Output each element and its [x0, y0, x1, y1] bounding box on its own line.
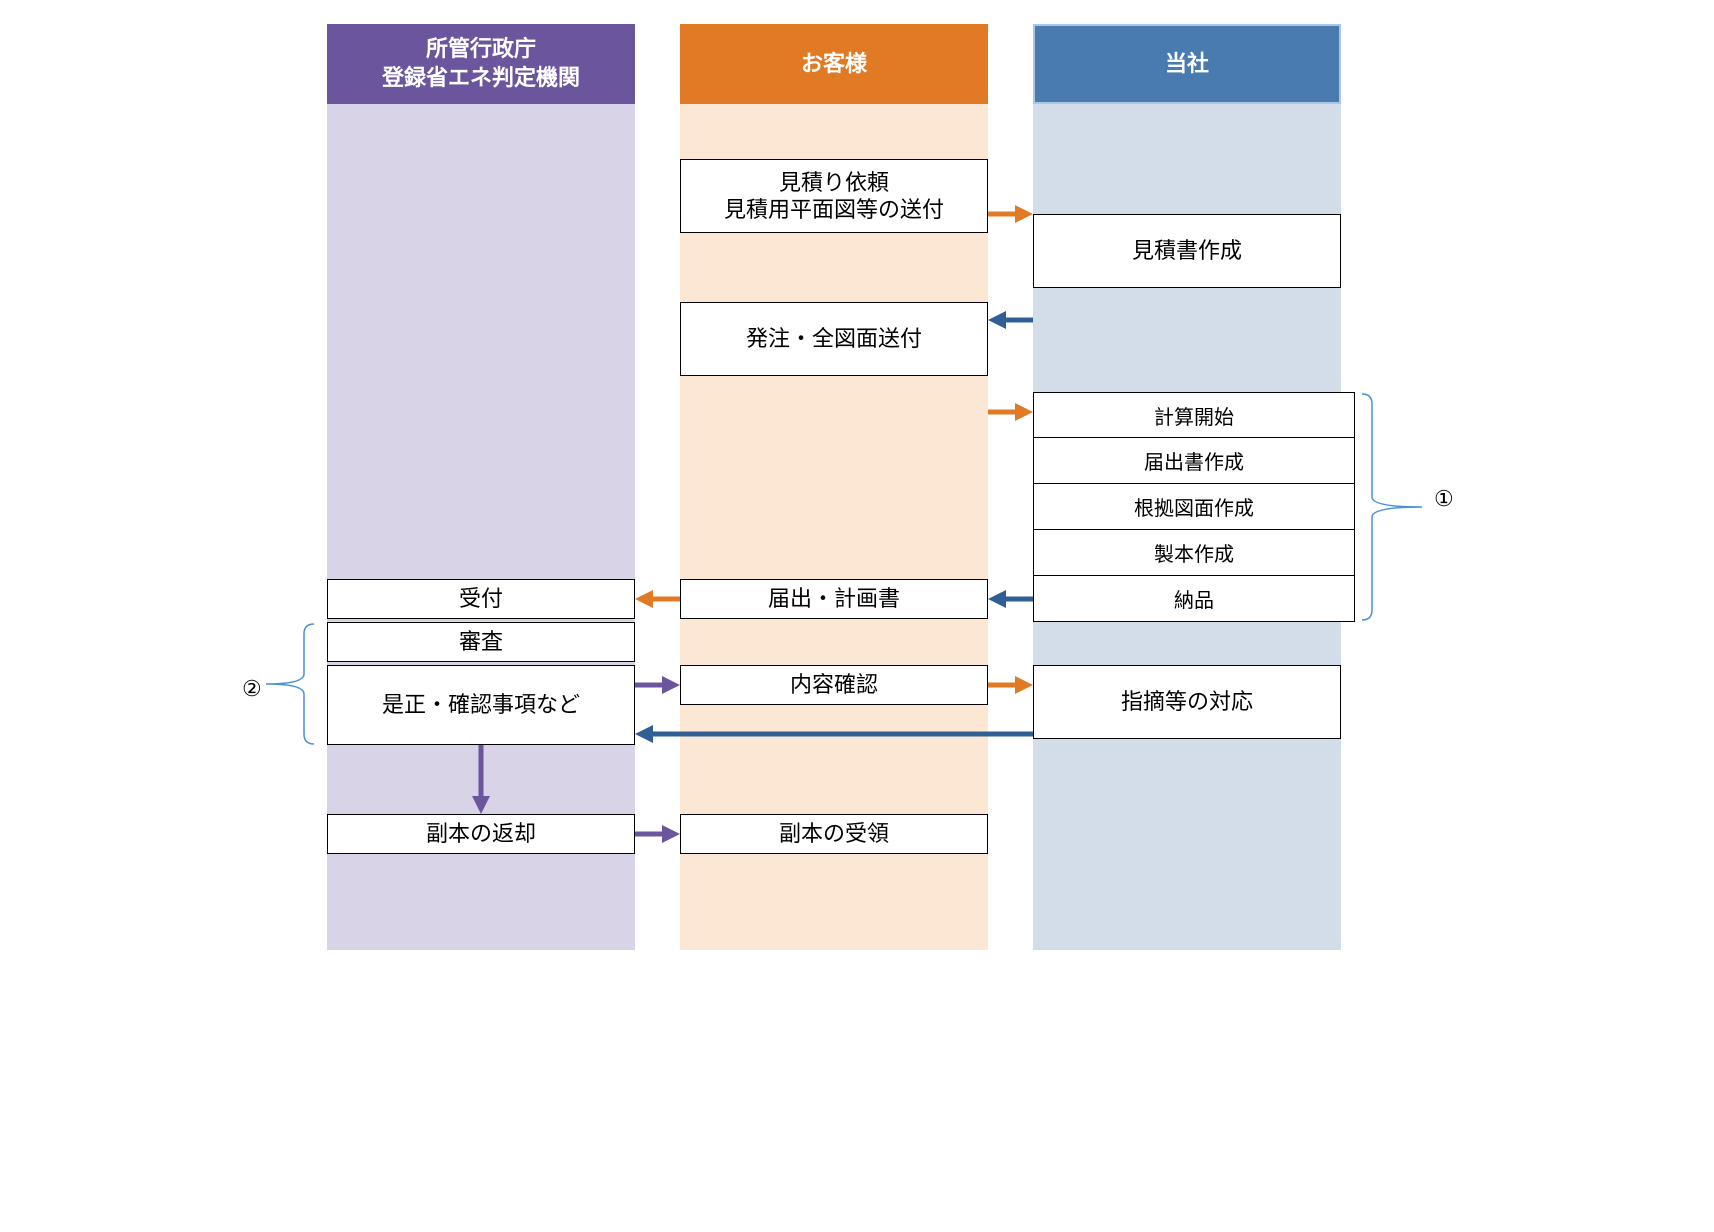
stack-row-deliver: 納品: [1033, 576, 1355, 622]
box-order: 発注・全図面送付: [680, 302, 988, 376]
stack-row-calc: 計算開始: [1033, 392, 1355, 438]
box-review: 審査: [327, 622, 635, 662]
box-submit: 届出・計画書: [680, 579, 988, 619]
flowchart-root: 所管行政庁 登録省エネ判定機関お客様当社見積り依頼 見積用平面図等の送付見積書作…: [222, 24, 1492, 964]
box-return_copy: 副本の返却: [327, 814, 635, 854]
annotation-ann1: ①: [1434, 486, 1454, 512]
box-quote_req: 見積り依頼 見積用平面図等の送付: [680, 159, 988, 233]
box-quote_make: 見積書作成: [1033, 214, 1341, 288]
stack-row-bind: 製本作成: [1033, 530, 1355, 576]
box-recv: 受付: [327, 579, 635, 619]
stack-row-doc: 届出書作成: [1033, 438, 1355, 484]
box-confirm: 内容確認: [680, 665, 988, 705]
box-respond: 指摘等の対応: [1033, 665, 1341, 739]
stack-row-draw: 根拠図面作成: [1033, 484, 1355, 530]
annotation-ann2: ②: [242, 676, 262, 702]
column-header-customer: お客様: [680, 24, 988, 104]
column-header-gov: 所管行政庁 登録省エネ判定機関: [327, 24, 635, 104]
box-get_copy: 副本の受領: [680, 814, 988, 854]
box-correct: 是正・確認事項など: [327, 665, 635, 745]
column-header-company: 当社: [1033, 24, 1341, 104]
